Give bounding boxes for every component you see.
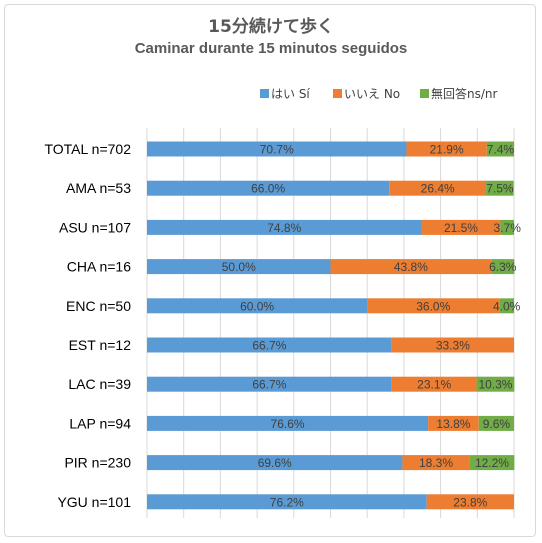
bar-segment <box>147 337 392 353</box>
bar-segment <box>499 298 514 314</box>
bar-segment <box>491 259 515 275</box>
data-label: 33.3% <box>436 339 470 353</box>
data-label: 66.0% <box>251 182 285 196</box>
legend-swatch-no <box>333 89 342 98</box>
data-label: 50.0% <box>222 260 256 274</box>
category-label: ASU n=107 <box>59 219 131 235</box>
data-label: 12.2% <box>475 456 509 470</box>
bar-segment <box>389 180 487 196</box>
data-label: 18.3% <box>419 456 453 470</box>
bar-segment <box>486 180 514 196</box>
data-label: 66.7% <box>252 378 286 392</box>
category-label: CHA n=16 <box>67 259 131 275</box>
bar-segment <box>147 415 429 431</box>
data-label: 26.4% <box>421 182 455 196</box>
data-label: 76.6% <box>271 417 305 431</box>
category-label: EST n=12 <box>69 337 132 353</box>
bar-segment <box>426 494 514 510</box>
bar-segment <box>147 259 331 275</box>
data-label: 43.8% <box>394 260 428 274</box>
bar-segment <box>402 455 470 471</box>
chart-title: 15分続けて歩く <box>208 17 334 37</box>
data-label: 36.0% <box>416 299 450 313</box>
data-label: 74.8% <box>267 221 301 235</box>
legend-label-na: 無回答ns/nr <box>431 87 498 101</box>
data-label: 66.7% <box>252 339 286 353</box>
data-label: 10.3% <box>478 378 512 392</box>
bar-segment <box>421 219 501 235</box>
data-label: 76.2% <box>270 495 304 509</box>
data-label: 21.9% <box>430 143 464 157</box>
legend-label-no: いいえ No <box>344 87 401 101</box>
data-label: 69.6% <box>258 456 292 470</box>
data-label: 9.6% <box>483 417 511 431</box>
bar-segment <box>406 141 487 157</box>
bar-segment <box>428 415 479 431</box>
legend: はい Sí いいえ No 無回答ns/nr <box>250 85 535 103</box>
category-label: AMA n=53 <box>66 180 131 196</box>
bar-segment <box>478 415 514 431</box>
data-label: 13.8% <box>436 417 470 431</box>
legend-swatch-yes <box>260 89 269 98</box>
bar-segment <box>147 455 403 471</box>
category-label: ENC n=50 <box>66 298 131 314</box>
legend-swatch-na <box>420 89 429 98</box>
bar-segment <box>367 298 500 314</box>
data-label: 4.0% <box>493 299 521 313</box>
category-label: PIR n=230 <box>64 455 131 471</box>
data-label: 70.7% <box>260 143 294 157</box>
chart-subtitle: Caminar durante 15 minutos seguidos <box>134 40 408 57</box>
category-label: TOTAL n=702 <box>44 141 131 157</box>
data-label: 21.5% <box>444 221 478 235</box>
bar-segment <box>391 376 477 392</box>
bar-segment <box>147 494 427 510</box>
bar-segment <box>330 259 492 275</box>
bar-segment <box>391 337 514 353</box>
category-label: LAC n=39 <box>68 376 131 392</box>
bar-segment <box>476 376 515 392</box>
bar-segment <box>500 219 514 235</box>
bar-segment <box>486 141 514 157</box>
bar-segment <box>147 376 392 392</box>
legend-label-yes: はい Sí <box>271 87 310 101</box>
bar-segment <box>147 219 422 235</box>
data-label: 23.1% <box>417 378 451 392</box>
data-label: 60.0% <box>240 299 274 313</box>
category-label: YGU n=101 <box>57 494 131 510</box>
category-label: LAP n=94 <box>69 415 131 431</box>
data-label: 3.7% <box>494 221 522 235</box>
bar-segment <box>147 180 390 196</box>
bar-segment <box>469 455 515 471</box>
bar-segment <box>147 141 407 157</box>
data-label: 23.8% <box>453 495 487 509</box>
data-label: 7.5% <box>486 182 514 196</box>
bar-segment <box>147 298 368 314</box>
data-label: 6.3% <box>489 260 517 274</box>
data-label: 7.4% <box>487 143 515 157</box>
